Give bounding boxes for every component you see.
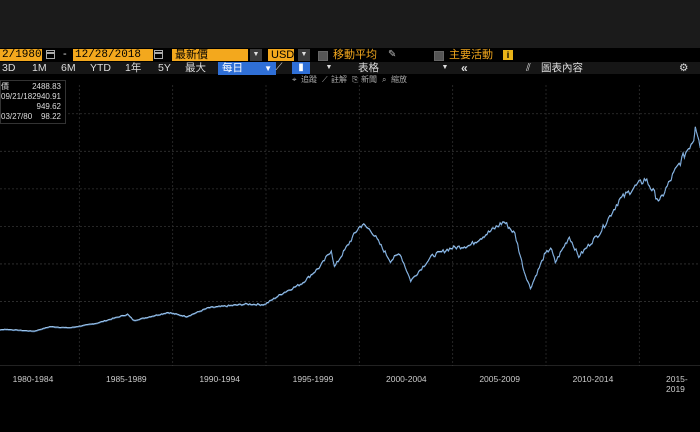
moving-average-label[interactable]: 移動平均 xyxy=(333,49,377,61)
legend-high-date: 09/21/18 xyxy=(1,92,33,101)
legend-last-label: 價 xyxy=(1,82,9,91)
legend-average: 949.62 xyxy=(1,102,63,112)
legend-average-value: 949.62 xyxy=(36,102,61,111)
legend-high: 09/21/18 2940.91 xyxy=(1,92,63,102)
tab-6m[interactable]: 6M xyxy=(61,62,76,74)
collapse-icon[interactable]: « xyxy=(461,61,468,75)
tab-5y[interactable]: 5Y xyxy=(158,62,171,74)
track-tool[interactable]: 追蹤 xyxy=(301,75,317,84)
x-tick-label: 2005-2009 xyxy=(479,374,520,384)
tab-1y[interactable]: 1年 xyxy=(125,62,142,74)
crosshair-icon[interactable]: ⌖ xyxy=(292,75,297,84)
tab-max[interactable]: 最大 xyxy=(185,62,206,74)
period-toolbar: 3D 1M 6M YTD 1年 5Y 最大 每日 ▼ ⟋ ▮ ▼ 表格 ▼ « … xyxy=(0,61,700,75)
x-tick-label: 1980-1984 xyxy=(12,374,54,384)
price-chart[interactable] xyxy=(0,85,700,366)
x-tick-label: 1985-1989 xyxy=(106,374,147,384)
x-tick-label: 1995-1999 xyxy=(292,374,334,384)
frequency-label: 每日 xyxy=(222,62,243,74)
info-icon[interactable]: i xyxy=(503,50,513,60)
key-events-checkbox[interactable] xyxy=(434,51,444,61)
chevron-down-icon[interactable]: ▼ xyxy=(325,64,333,71)
tab-3d[interactable]: 3D xyxy=(2,62,16,74)
legend-low-value: 98.22 xyxy=(40,112,61,121)
chart-icon[interactable]: ⫽ xyxy=(526,62,531,74)
legend-last-value: 2488.83 xyxy=(32,82,61,91)
annotate-icon[interactable]: ⟋ xyxy=(322,75,328,84)
zoom-tool[interactable]: 縮放 xyxy=(391,75,407,84)
legend-high-value: 2940.91 xyxy=(32,92,61,101)
chart-contents-button[interactable]: 圖表內容 xyxy=(541,62,583,74)
price-field-select[interactable]: 最新價 xyxy=(172,49,248,61)
price-line-shadow xyxy=(0,127,700,333)
top-background xyxy=(0,0,700,48)
bar-chart-icon[interactable]: ▮ xyxy=(292,62,310,74)
chevron-down-icon: ▼ xyxy=(264,64,272,73)
currency-select[interactable]: USD xyxy=(268,49,294,61)
end-date-field[interactable]: 12/28/2018 xyxy=(73,49,153,61)
news-icon[interactable]: ⎘ xyxy=(352,75,359,84)
zoom-icon[interactable]: ⌕ xyxy=(382,75,387,84)
frequency-select[interactable]: 每日 ▼ xyxy=(218,62,276,75)
key-events-label[interactable]: 主要活動 xyxy=(449,49,493,61)
start-date-field[interactable]: 2/1980 xyxy=(0,49,42,61)
annotate-tool[interactable]: 註解 xyxy=(331,75,347,84)
grid-lines xyxy=(0,85,700,366)
terminal-panel xyxy=(0,48,700,432)
line-chart-icon[interactable]: ⟋ xyxy=(275,62,283,73)
moving-average-checkbox[interactable] xyxy=(318,51,328,61)
legend-box: 價 2488.83 09/21/18 2940.91 949.62 03/27/… xyxy=(0,80,66,124)
pencil-icon[interactable]: ✎ xyxy=(388,49,397,60)
news-tool[interactable]: 新聞 xyxy=(361,75,377,84)
date-toolbar: 2/1980 - 12/28/2018 最新價 ▼ USD ▼ 移動平均 ✎ 主… xyxy=(0,48,700,62)
date-separator: - xyxy=(63,48,67,60)
legend-last: 價 2488.83 xyxy=(1,82,63,92)
chevron-down-icon[interactable]: ▼ xyxy=(250,49,262,61)
calendar-icon[interactable] xyxy=(46,50,55,59)
legend-low-date: 03/27/80 xyxy=(1,112,33,121)
gear-icon[interactable]: ⚙ xyxy=(679,62,689,74)
chevron-down-icon[interactable]: ▼ xyxy=(441,64,449,71)
tab-ytd[interactable]: YTD xyxy=(90,62,111,74)
table-button[interactable]: 表格 xyxy=(358,62,379,74)
chevron-down-icon[interactable]: ▼ xyxy=(298,49,310,61)
tab-1m[interactable]: 1M xyxy=(32,62,47,74)
legend-low: 03/27/80 98.22 xyxy=(1,112,63,122)
x-tick-label: 1990-1994 xyxy=(199,374,240,384)
x-tick-label: 2010-2014 xyxy=(572,374,614,384)
x-tick-label: 2000-2004 xyxy=(386,374,427,384)
calendar-icon[interactable] xyxy=(154,50,163,59)
x-tick-label: 2015-2019 xyxy=(666,374,688,394)
price-line xyxy=(0,126,700,332)
